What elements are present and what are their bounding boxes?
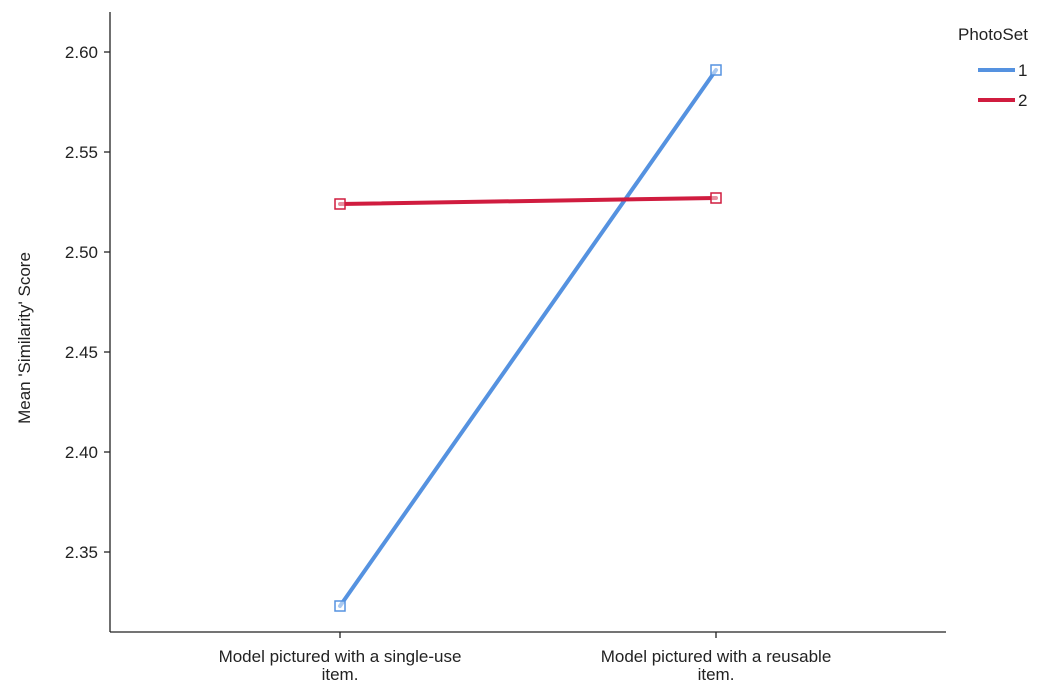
x-category-labels: Model pictured with a single-useitem.Mod… (219, 632, 832, 684)
y-tick-label: 2.40 (65, 443, 98, 462)
y-axis: 2.35 2.40 2.45 2.50 2.55 2.60 (65, 12, 111, 632)
series-1-point (710, 64, 722, 76)
series-1-line (338, 68, 718, 608)
legend-label-1: 1 (1018, 61, 1027, 80)
x-axis: Model pictured with a single-useitem.Mod… (110, 631, 946, 684)
x-category-label: Model pictured with a reusable (601, 647, 832, 666)
legend: PhotoSet 1 2 (958, 25, 1028, 110)
x-category-label: item. (698, 665, 735, 684)
y-tick-label: 2.50 (65, 243, 98, 262)
series-layer (334, 64, 722, 612)
legend-label-2: 2 (1018, 91, 1027, 110)
series-1-point (334, 600, 346, 612)
x-category-label: item. (322, 665, 359, 684)
y-tick-label: 2.45 (65, 343, 98, 362)
y-axis-title: Mean 'Similarity' Score (15, 252, 34, 424)
series-2-point (334, 198, 346, 210)
x-category-label: Model pictured with a single-use (219, 647, 462, 666)
series-2-point (710, 192, 722, 204)
y-tick-group: 2.35 2.40 2.45 2.50 2.55 2.60 (65, 43, 110, 562)
y-tick-label: 2.60 (65, 43, 98, 62)
legend-title: PhotoSet (958, 25, 1028, 44)
series-2-line (338, 196, 718, 206)
y-tick-label: 2.35 (65, 543, 98, 562)
y-tick-label: 2.55 (65, 143, 98, 162)
